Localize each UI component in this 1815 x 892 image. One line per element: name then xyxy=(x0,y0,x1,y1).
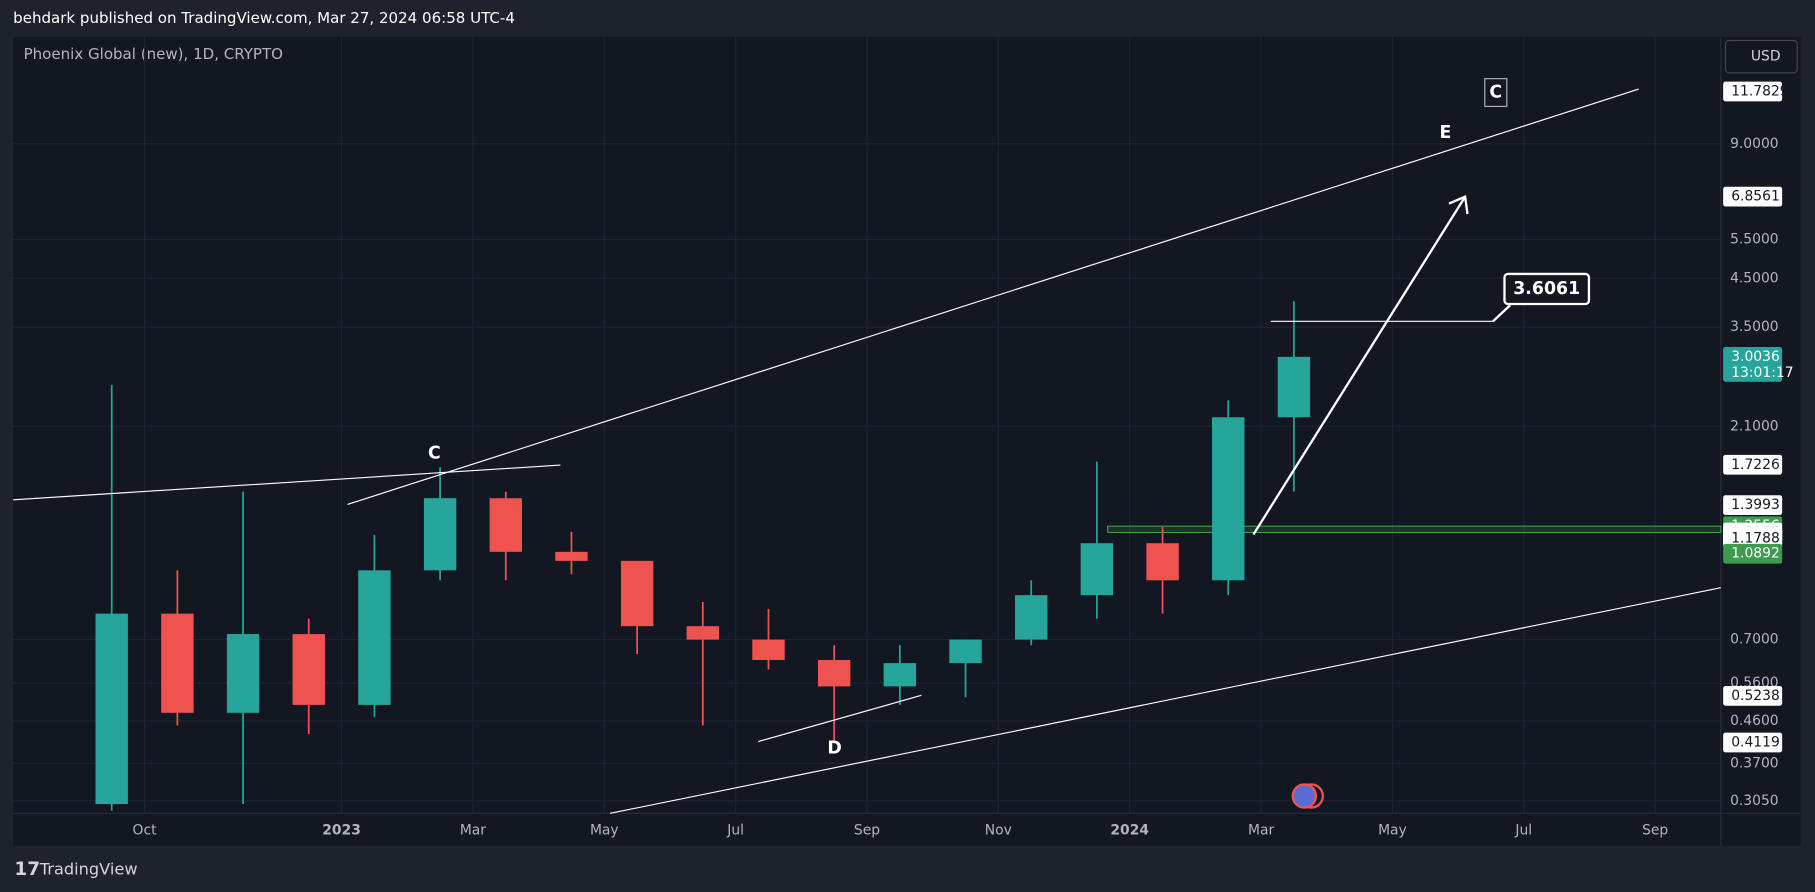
wave-label: D xyxy=(827,739,841,759)
candle-body xyxy=(1080,543,1114,596)
price-label-box xyxy=(1723,186,1783,207)
chart-area xyxy=(13,37,1801,846)
candle-body xyxy=(95,613,128,805)
arrow xyxy=(1252,196,1467,536)
price-label-box xyxy=(1723,495,1783,515)
arrow-head xyxy=(1448,195,1469,215)
candle-body xyxy=(161,613,194,713)
candle-body xyxy=(620,560,654,627)
x-tick-label: Sep xyxy=(1642,823,1668,839)
zone xyxy=(1107,525,1722,533)
candle-body xyxy=(1277,356,1311,418)
x-tick-label: Mar xyxy=(1248,823,1274,839)
x-tick-label: 2024 xyxy=(1110,823,1149,839)
candle-body xyxy=(817,660,851,687)
logo-mark: 𝟭𝟳 xyxy=(14,859,40,880)
price-label-box xyxy=(1723,454,1783,475)
symbol-title: Phoenix Global (new), 1D, CRYPTO xyxy=(24,45,283,63)
candle-body xyxy=(1146,543,1179,581)
candle-body xyxy=(358,570,391,705)
drawings xyxy=(13,88,1721,814)
wave-label: E xyxy=(1440,123,1452,143)
price-label: 1.1788 xyxy=(1731,530,1780,546)
y-tick-label: 3.5000 xyxy=(1730,319,1779,335)
price-label-box xyxy=(1723,732,1783,753)
currency[interactable]: USD xyxy=(1751,49,1781,65)
candle-body xyxy=(555,551,588,561)
price-label: 6.8561 xyxy=(1731,189,1780,205)
price-label: 11.7829 xyxy=(1731,83,1788,99)
candle-body xyxy=(292,634,325,705)
plot: Oct 2023 Mar May Jul Sep Nov 2024 Mar May Jul Sep 9.… xyxy=(13,37,1794,839)
candle-body xyxy=(423,498,457,571)
trend-line xyxy=(610,587,1721,814)
wave-box xyxy=(1484,78,1508,108)
wave-label: C xyxy=(1489,83,1502,103)
y-tick-label: 4.5000 xyxy=(1730,270,1779,286)
price-label-box xyxy=(1723,346,1783,382)
y-tick-label: 9.0000 xyxy=(1730,136,1779,152)
candle-body xyxy=(686,626,720,640)
currency-button[interactable] xyxy=(1724,39,1798,74)
y-tick-label: 0.3050 xyxy=(1730,793,1779,809)
price-label: 1.3993 xyxy=(1731,497,1780,513)
y-tick-label: 0.4600 xyxy=(1730,713,1779,729)
callout-pointer xyxy=(1492,304,1512,323)
candle-body xyxy=(1015,595,1048,640)
y-tick-label: 2.1000 xyxy=(1730,418,1779,434)
x-tick-label: Mar xyxy=(460,823,486,839)
y-tick-label: 0.7000 xyxy=(1730,632,1779,648)
price-label: 0.5238 xyxy=(1731,688,1780,704)
candle-body xyxy=(752,639,785,661)
x-tick-label: Sep xyxy=(854,823,880,839)
price-label: 3.0036 xyxy=(1731,349,1780,365)
brand: TradingView xyxy=(39,860,138,879)
price-label: 0.4119 xyxy=(1731,735,1780,751)
x-tick-label: Oct xyxy=(133,823,158,839)
price-label-box xyxy=(1723,686,1783,706)
price-label-box xyxy=(1723,81,1783,102)
price-label: 1.7226 xyxy=(1731,457,1780,473)
publish-info: behdark published on TradingView.com, Ma… xyxy=(13,9,515,27)
trend-line xyxy=(13,464,561,501)
candle-body xyxy=(949,639,982,664)
y-tick-label: 5.5000 xyxy=(1730,231,1779,247)
x-tick-label: Nov xyxy=(985,823,1012,839)
price-label-box xyxy=(1723,543,1783,564)
price-label: 1.0892 xyxy=(1731,546,1780,562)
wave-label: C xyxy=(428,444,441,464)
trend-line xyxy=(347,88,1639,505)
candle-body xyxy=(883,663,917,687)
candle-body xyxy=(489,498,522,552)
y-tick-label: 0.3700 xyxy=(1730,755,1779,771)
trend-line xyxy=(758,694,922,743)
candle-body xyxy=(226,634,260,713)
x-tick-label: May xyxy=(590,823,619,839)
flag-icon xyxy=(1291,783,1324,809)
price-label-box xyxy=(1723,528,1783,549)
candle-body xyxy=(1212,417,1245,581)
callout-label: 3.6061 xyxy=(1513,279,1580,299)
x-tick-label: Jul xyxy=(726,823,744,839)
x-tick-label: Jul xyxy=(1514,823,1532,839)
x-tick-label: May xyxy=(1378,823,1407,839)
countdown: 13:01:17 xyxy=(1731,365,1793,381)
callout-box xyxy=(1503,272,1591,306)
x-tick-label: 2023 xyxy=(322,823,361,839)
footer xyxy=(0,852,1815,892)
